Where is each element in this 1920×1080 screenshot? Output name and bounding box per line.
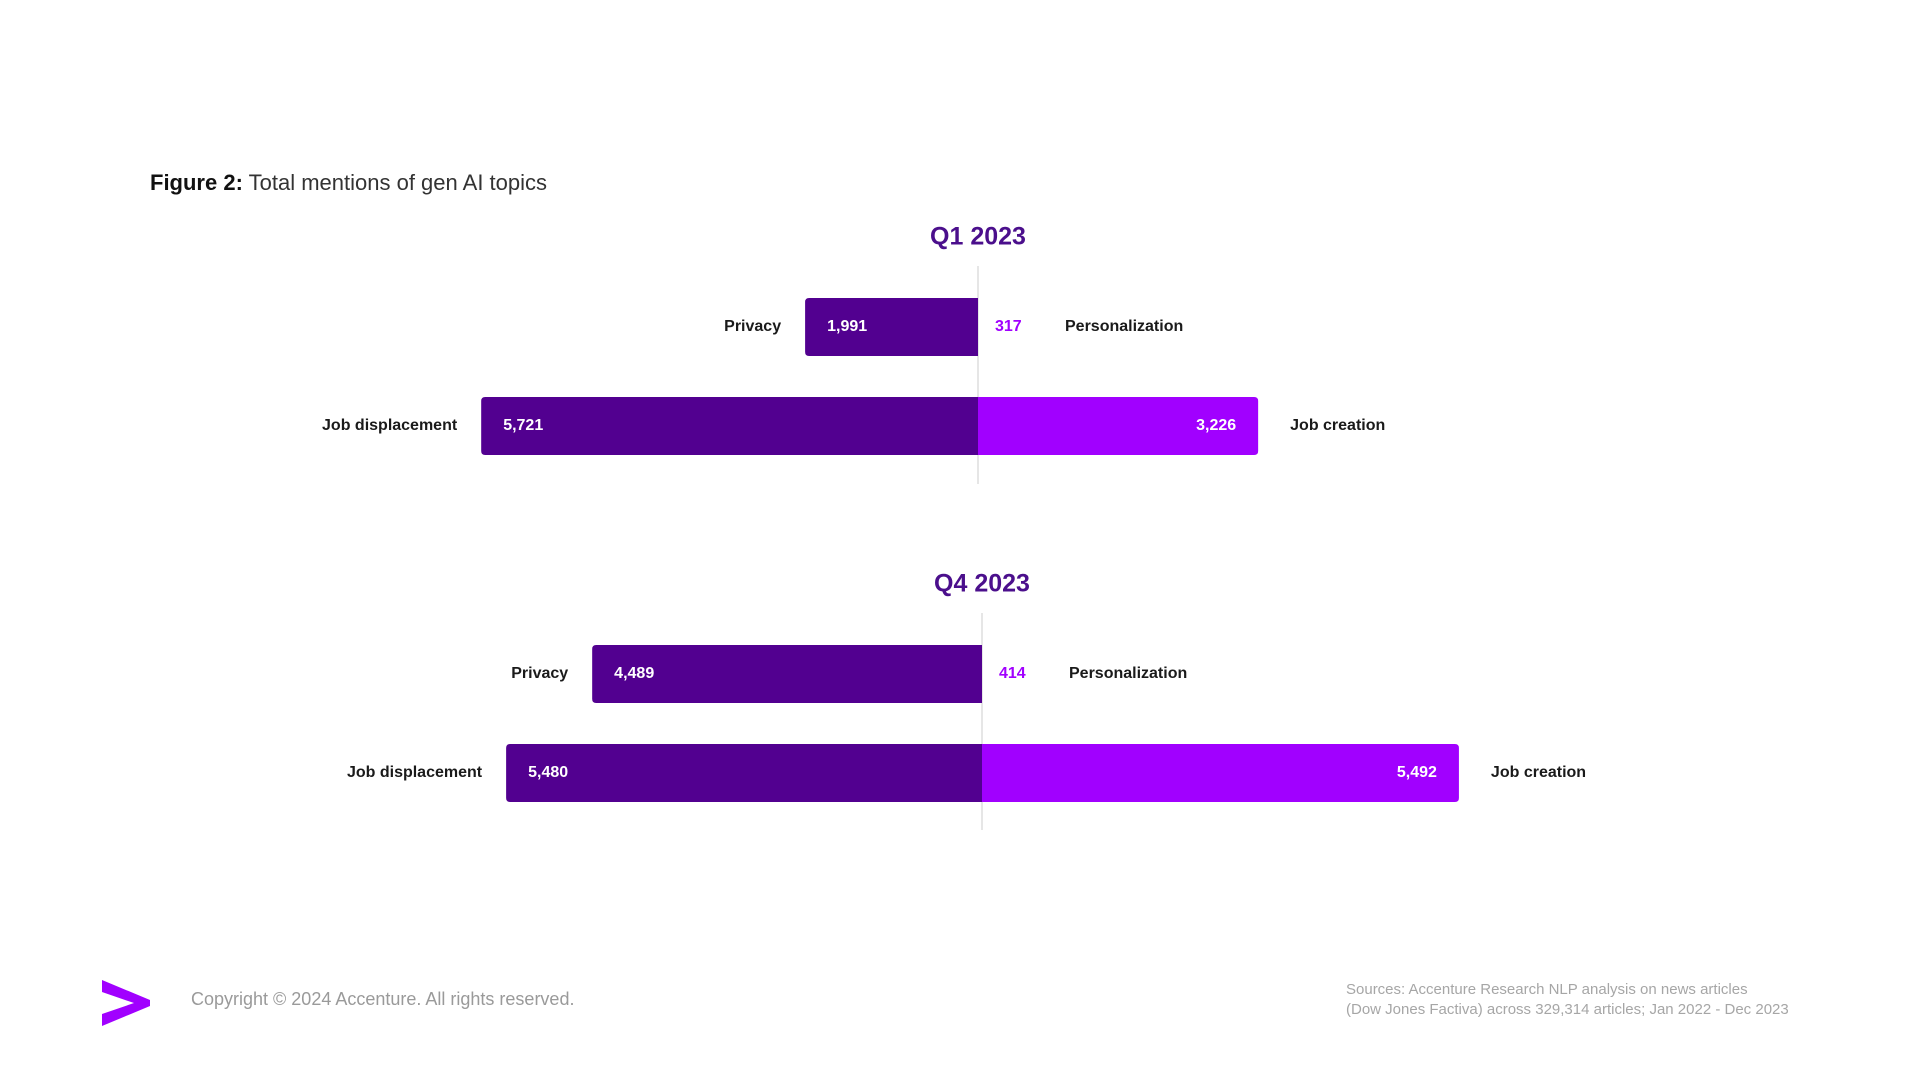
right-value-label: 3,226 <box>1196 417 1236 434</box>
left-value-label: 1,991 <box>827 318 867 335</box>
left-value-label: 4,489 <box>614 665 654 682</box>
left-category-label: Job displacement <box>322 417 458 434</box>
right-bar <box>978 397 1259 455</box>
right-category-label: Personalization <box>1065 318 1183 335</box>
sources-line-1: Sources: Accenture Research NLP analysis… <box>1346 981 1748 998</box>
left-bar <box>481 397 978 455</box>
right-category-label: Job creation <box>1290 417 1385 434</box>
sources-note: Sources: Accenture Research NLP analysis… <box>1346 980 1789 1020</box>
figure-title: Figure 2: Total mentions of gen AI topic… <box>150 170 547 196</box>
panel-title: Q1 2023 <box>930 223 1026 251</box>
right-category-label: Job creation <box>1491 764 1586 781</box>
right-bar <box>982 744 1459 802</box>
accenture-greater-than-icon <box>102 980 150 1026</box>
left-bar <box>506 744 982 802</box>
left-category-label: Privacy <box>511 665 568 682</box>
right-value-label: 414 <box>999 665 1026 682</box>
left-value-label: 5,721 <box>503 417 543 434</box>
left-value-label: 5,480 <box>528 764 568 781</box>
figure-title-text: Total mentions of gen AI topics <box>248 170 548 195</box>
left-category-label: Privacy <box>724 318 781 335</box>
right-value-label: 5,492 <box>1397 764 1437 781</box>
panel-title: Q4 2023 <box>934 570 1030 598</box>
sources-line-2: (Dow Jones Factiva) across 329,314 artic… <box>1346 1001 1789 1018</box>
left-bar <box>592 645 982 703</box>
right-category-label: Personalization <box>1069 665 1187 682</box>
figure-label: Figure 2: <box>150 170 243 195</box>
left-bar <box>805 298 978 356</box>
left-category-label: Job displacement <box>347 764 483 781</box>
right-value-label: 317 <box>995 318 1022 335</box>
copyright-text: Copyright © 2024 Accenture. All rights r… <box>191 989 575 1009</box>
